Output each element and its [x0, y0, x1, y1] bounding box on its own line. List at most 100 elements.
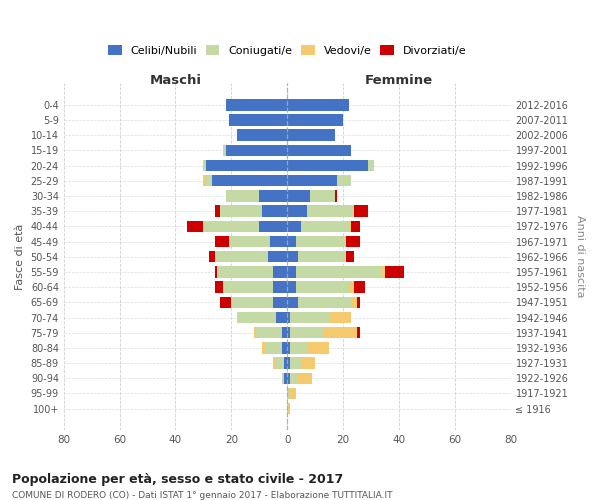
Bar	[287, 266, 296, 278]
Bar	[215, 236, 229, 247]
Bar	[352, 296, 357, 308]
Bar	[273, 282, 287, 293]
Bar	[287, 144, 352, 156]
Text: Popolazione per età, sesso e stato civile - 2017: Popolazione per età, sesso e stato civil…	[12, 472, 343, 486]
Bar	[287, 190, 310, 202]
Bar	[346, 251, 354, 262]
Bar	[352, 220, 360, 232]
Bar	[212, 175, 287, 186]
Bar	[287, 327, 290, 338]
Bar	[215, 251, 268, 262]
Bar	[290, 388, 296, 399]
Bar	[287, 342, 290, 353]
Bar	[287, 296, 298, 308]
Bar	[357, 327, 360, 338]
Legend: Celibi/Nubili, Coniugati/e, Vedovi/e, Divorziati/e: Celibi/Nubili, Coniugati/e, Vedovi/e, Di…	[104, 40, 470, 60]
Bar	[215, 282, 223, 293]
Bar	[290, 358, 301, 369]
Bar	[226, 99, 287, 110]
Bar	[229, 236, 271, 247]
Bar	[385, 266, 404, 278]
Y-axis label: Anni di nascita: Anni di nascita	[575, 216, 585, 298]
Bar	[223, 144, 226, 156]
Bar	[256, 327, 281, 338]
Bar	[368, 160, 374, 172]
Bar	[301, 220, 349, 232]
Bar	[206, 160, 287, 172]
Bar	[273, 358, 276, 369]
Bar	[259, 220, 287, 232]
Bar	[237, 130, 287, 141]
Bar	[232, 296, 273, 308]
Bar	[354, 282, 365, 293]
Bar	[287, 160, 368, 172]
Bar	[276, 358, 284, 369]
Bar	[298, 372, 313, 384]
Bar	[354, 206, 368, 217]
Bar	[349, 282, 354, 293]
Bar	[187, 220, 203, 232]
Bar	[287, 236, 296, 247]
Bar	[203, 160, 206, 172]
Bar	[271, 236, 287, 247]
Bar	[307, 342, 329, 353]
Bar	[281, 342, 287, 353]
Bar	[220, 206, 262, 217]
Bar	[284, 372, 287, 384]
Bar	[287, 388, 290, 399]
Bar	[287, 130, 335, 141]
Bar	[287, 251, 298, 262]
Bar	[262, 206, 287, 217]
Bar	[335, 190, 337, 202]
Bar	[226, 190, 259, 202]
Bar	[281, 327, 287, 338]
Bar	[254, 327, 256, 338]
Bar	[223, 282, 273, 293]
Bar	[203, 175, 206, 186]
Bar	[287, 312, 290, 323]
Bar	[287, 372, 290, 384]
Bar	[349, 220, 352, 232]
Text: Femmine: Femmine	[365, 74, 433, 86]
Bar	[287, 206, 307, 217]
Bar	[346, 236, 360, 247]
Bar	[287, 220, 301, 232]
Bar	[229, 114, 287, 126]
Bar	[273, 266, 287, 278]
Bar	[287, 114, 343, 126]
Bar	[298, 251, 346, 262]
Bar	[301, 358, 315, 369]
Bar	[217, 266, 273, 278]
Bar	[310, 190, 335, 202]
Bar	[237, 312, 276, 323]
Bar	[215, 206, 220, 217]
Bar	[296, 282, 349, 293]
Bar	[268, 251, 287, 262]
Bar	[209, 251, 215, 262]
Bar	[296, 266, 382, 278]
Bar	[290, 342, 307, 353]
Y-axis label: Fasce di età: Fasce di età	[15, 224, 25, 290]
Bar	[296, 236, 346, 247]
Bar	[203, 220, 259, 232]
Bar	[287, 282, 296, 293]
Bar	[265, 342, 281, 353]
Bar	[273, 296, 287, 308]
Bar	[382, 266, 385, 278]
Bar	[290, 312, 329, 323]
Bar	[287, 358, 290, 369]
Bar	[281, 372, 284, 384]
Bar	[259, 190, 287, 202]
Bar	[287, 175, 337, 186]
Bar	[276, 312, 287, 323]
Bar	[357, 296, 360, 308]
Bar	[220, 296, 232, 308]
Text: Maschi: Maschi	[149, 74, 202, 86]
Bar	[323, 327, 357, 338]
Text: COMUNE DI RODERO (CO) - Dati ISTAT 1° gennaio 2017 - Elaborazione TUTTITALIA.IT: COMUNE DI RODERO (CO) - Dati ISTAT 1° ge…	[12, 491, 392, 500]
Bar	[287, 403, 290, 414]
Bar	[307, 206, 354, 217]
Bar	[215, 266, 217, 278]
Bar	[226, 144, 287, 156]
Bar	[262, 342, 265, 353]
